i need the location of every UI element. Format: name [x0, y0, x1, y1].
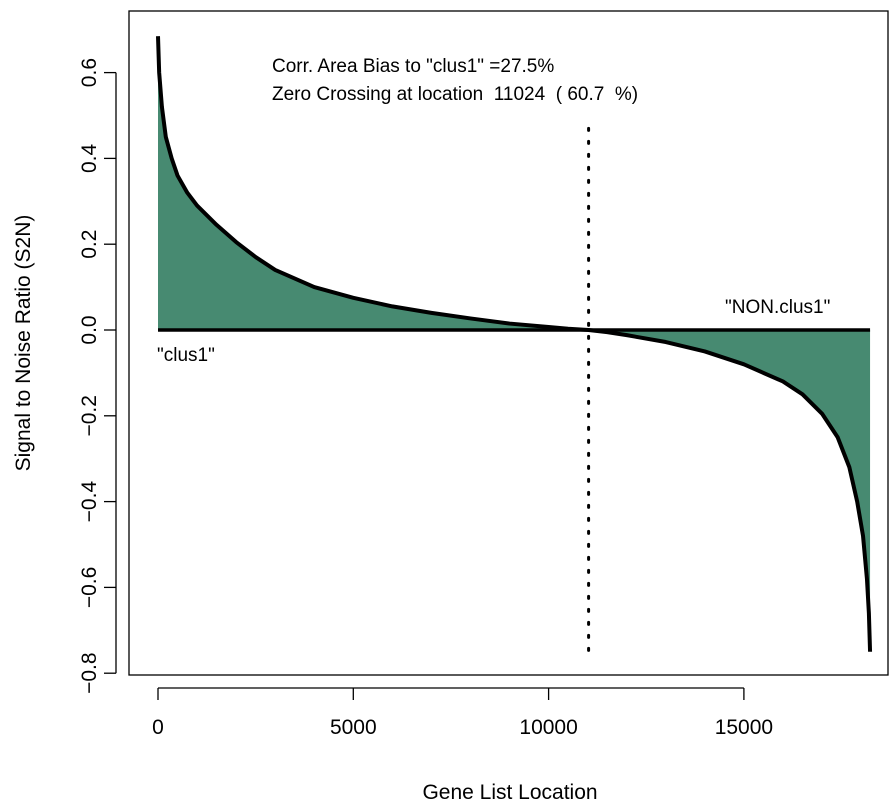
label-clus1: "clus1": [157, 345, 215, 366]
y-tick-label: 0.6: [78, 58, 101, 87]
data-layer: [156, 36, 873, 658]
x-tick-label: 0: [152, 716, 164, 739]
label-non-clus1: "NON.clus1": [725, 297, 830, 318]
y-tick-label: 0.4: [78, 143, 101, 173]
y-tick-label: 0.0: [78, 315, 101, 344]
x-axis-title: Gene List Location: [422, 781, 597, 804]
y-tick-label: −0.6: [78, 567, 101, 608]
y-tick-label: −0.8: [78, 652, 101, 693]
y-tick-label: 0.2: [78, 230, 101, 259]
axes-layer: 0 5000 10000 15000 −0.8 −0.6 −0.4 −0.2 0.0 0.2 0.4…: [78, 58, 773, 739]
x-tick-label: 10000: [519, 716, 577, 739]
y-axis-title: Signal to Noise Ratio (S2N): [12, 215, 35, 472]
area-fill: [158, 36, 871, 652]
x-tick-label: 15000: [715, 716, 773, 739]
y-tick-label: −0.4: [78, 481, 101, 523]
annotation-bias: Corr. Area Bias to "clus1" =27.5%: [272, 56, 554, 77]
annotation-zero-crossing: Zero Crossing at location 11024 ( 60.7 %…: [272, 84, 638, 105]
series-line: [156, 36, 873, 652]
y-tick-label: −0.2: [78, 395, 101, 436]
x-tick-label: 5000: [330, 716, 377, 739]
plot-box: [128, 10, 889, 676]
